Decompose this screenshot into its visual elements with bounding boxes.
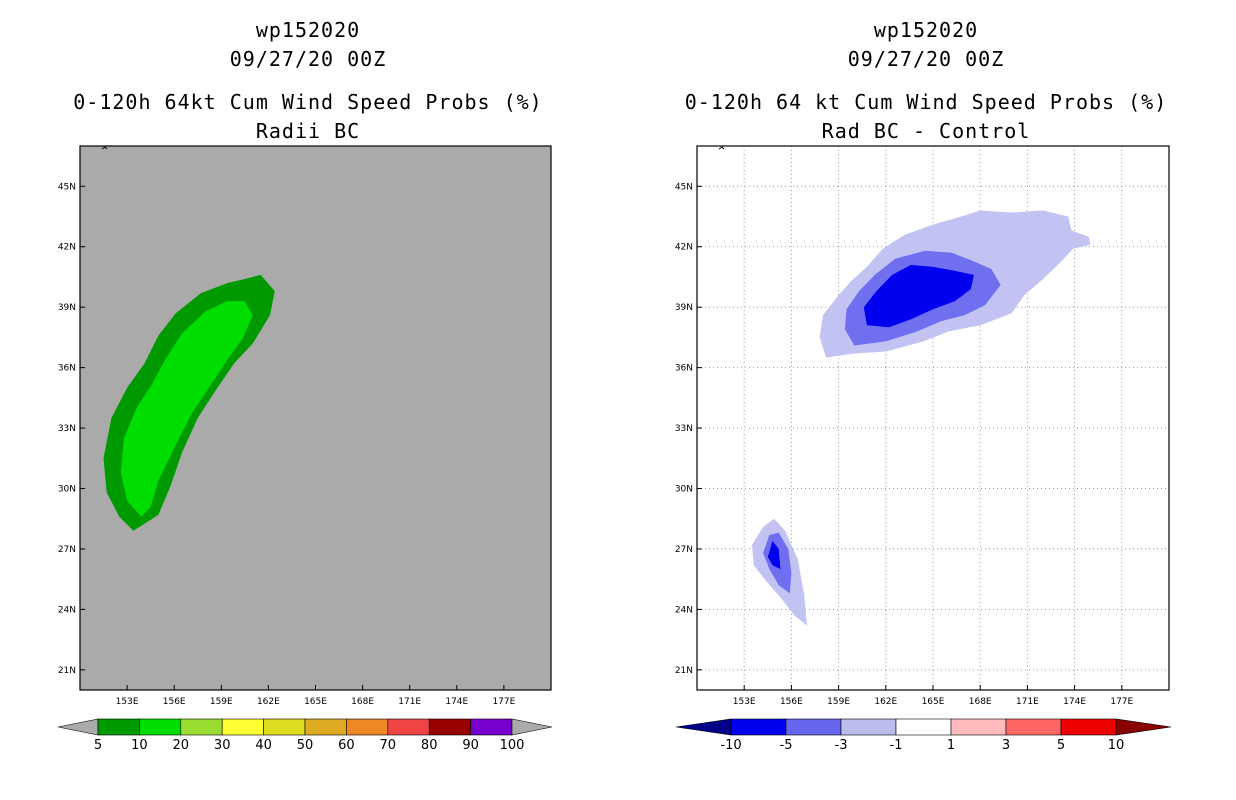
left-datetime: 09/27/20 00Z <box>229 47 387 71</box>
x-tick-label: 177E <box>492 697 515 707</box>
colorbar-label: 60 <box>338 738 355 753</box>
colorbar-label: 30 <box>214 738 231 753</box>
coastline-fragment <box>101 146 108 150</box>
colorbar-label: -10 <box>720 738 741 753</box>
colorbar-segment <box>840 718 897 736</box>
contour--10-to--5 <box>767 540 781 570</box>
colorbar-segment <box>304 718 347 736</box>
y-tick-label: 39N <box>58 303 76 313</box>
colorbar-under-arrow <box>57 718 99 736</box>
y-tick-label: 42N <box>675 243 693 253</box>
x-tick-label: 165E <box>304 697 327 707</box>
colorbar-label: 1 <box>947 738 955 753</box>
colorbar-label: 20 <box>173 738 190 753</box>
left-storm-id: wp152020 <box>255 18 361 42</box>
x-tick-label: 168E <box>969 697 992 707</box>
right-storm-id: wp152020 <box>873 18 979 42</box>
colorbar-segment <box>387 718 430 736</box>
colorbar-label: 50 <box>297 738 314 753</box>
y-tick-label: 39N <box>675 303 693 313</box>
y-tick-label: 45N <box>675 182 693 192</box>
colorbar-label: -1 <box>890 738 903 753</box>
x-tick-label: 159E <box>210 697 233 707</box>
colorbar-segment <box>428 718 471 736</box>
y-tick-label: 21N <box>58 666 76 676</box>
contour-layer <box>752 210 1091 626</box>
y-tick-label: 30N <box>675 485 693 495</box>
colorbar-segment <box>1005 718 1062 736</box>
contour-layer <box>103 274 275 531</box>
right-chart-subtitle: Rad BC - Control <box>821 119 1031 143</box>
y-tick-label: 21N <box>675 666 693 676</box>
rad-bc-minus-control-chart: 153E 156E 159E 162E 165E 168E 171E 174E 177E 21N 2… <box>675 145 1172 753</box>
colorbar-segment <box>263 718 306 736</box>
x-tick-label: 156E <box>780 697 803 707</box>
x-tick-label: 162E <box>874 697 897 707</box>
x-tick-label: 153E <box>116 697 139 707</box>
x-tick-label: 156E <box>163 697 186 707</box>
colorbar-segment <box>139 718 182 736</box>
y-tick-label: 24N <box>58 605 76 615</box>
contour--10-to--5 <box>863 264 974 328</box>
y-tick-label: 27N <box>675 545 693 555</box>
colorbar-segment <box>1060 718 1117 736</box>
x-tick-label: 177E <box>1110 697 1133 707</box>
colorbar-segment <box>180 718 223 736</box>
colorbar-segment <box>895 718 952 736</box>
y-tick-label: 33N <box>58 424 76 434</box>
colorbar: 5 10 20 30 40 50 60 70 80 90 100 <box>57 718 553 753</box>
contour-10-20 <box>120 301 253 517</box>
colorbar-label: 10 <box>1108 738 1125 753</box>
left-title-block: wp152020 09/27/20 00Z 0-120h 64kt Cum Wi… <box>60 16 556 146</box>
y-tick-label: 30N <box>58 485 76 495</box>
colorbar-segment <box>221 718 264 736</box>
colorbar-segment <box>730 718 787 736</box>
colorbar-label: 5 <box>1057 738 1065 753</box>
colorbar-label: -5 <box>780 738 793 753</box>
colorbar-label: -3 <box>835 738 848 753</box>
right-datetime: 09/27/20 00Z <box>847 47 1005 71</box>
colorbar-label: 10 <box>131 738 148 753</box>
right-chart-title: 0-120h 64 kt Cum Wind Speed Probs (%) <box>684 90 1168 114</box>
x-tick-label: 162E <box>257 697 280 707</box>
y-tick-label: 33N <box>675 424 693 434</box>
colorbar-over-arrow <box>511 718 553 736</box>
colorbar-under-arrow <box>675 718 732 736</box>
coastline-fragment <box>718 146 725 150</box>
x-tick-label: 174E <box>1063 697 1086 707</box>
colorbar-label: 70 <box>380 738 397 753</box>
x-tick-label: 168E <box>351 697 374 707</box>
colorbar-label: 100 <box>500 738 525 753</box>
colorbar-label: 3 <box>1002 738 1010 753</box>
x-tick-label: 171E <box>398 697 421 707</box>
radii-bc-chart: 153E 156E 159E 162E 165E 168E 171E 174E 177E 21N 2… <box>57 145 553 753</box>
x-tick-label: 153E <box>733 697 756 707</box>
colorbar-label: 5 <box>94 738 102 753</box>
y-tick-label: 45N <box>58 182 76 192</box>
x-tick-label: 174E <box>445 697 468 707</box>
colorbar: -10 -5 -3 -1 1 3 5 10 <box>675 718 1172 753</box>
colorbar-segment <box>346 718 389 736</box>
colorbar-label: 80 <box>421 738 438 753</box>
y-tick-label: 36N <box>675 364 693 374</box>
x-tick-label: 159E <box>827 697 850 707</box>
left-chart-title: 0-120h 64kt Cum Wind Speed Probs (%) <box>73 90 543 114</box>
colorbar-label: 90 <box>462 738 479 753</box>
colorbar-label: 40 <box>255 738 272 753</box>
y-tick-label: 24N <box>675 605 693 615</box>
y-tick-label: 27N <box>58 545 76 555</box>
right-title-block: wp152020 09/27/20 00Z 0-120h 64 kt Cum W… <box>676 16 1176 146</box>
x-tick-label: 171E <box>1016 697 1039 707</box>
colorbar-segment <box>950 718 1007 736</box>
colorbar-over-arrow <box>1115 718 1172 736</box>
y-tick-label: 42N <box>58 243 76 253</box>
left-chart-subtitle: Radii BC <box>255 119 361 143</box>
colorbar-segment <box>470 718 513 736</box>
y-tick-label: 36N <box>58 364 76 374</box>
colorbar-segment <box>97 718 140 736</box>
colorbar-segment <box>785 718 842 736</box>
x-tick-label: 165E <box>922 697 945 707</box>
